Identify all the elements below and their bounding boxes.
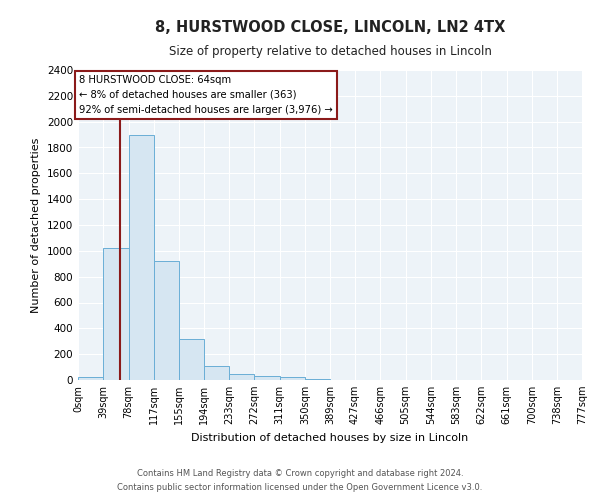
Text: 8 HURSTWOOD CLOSE: 64sqm
← 8% of detached houses are smaller (363)
92% of semi-d: 8 HURSTWOOD CLOSE: 64sqm ← 8% of detache…: [79, 75, 333, 115]
Bar: [280, 378, 305, 380]
Bar: [254, 376, 280, 380]
Y-axis label: Number of detached properties: Number of detached properties: [31, 138, 41, 312]
Bar: [78, 378, 103, 380]
Bar: [103, 248, 128, 380]
Text: Contains public sector information licensed under the Open Government Licence v3: Contains public sector information licen…: [118, 484, 482, 492]
Text: 8, HURSTWOOD CLOSE, LINCOLN, LN2 4TX: 8, HURSTWOOD CLOSE, LINCOLN, LN2 4TX: [155, 20, 505, 35]
Text: Contains HM Land Registry data © Crown copyright and database right 2024.: Contains HM Land Registry data © Crown c…: [137, 468, 463, 477]
Bar: [128, 134, 154, 380]
Bar: [154, 261, 179, 380]
X-axis label: Distribution of detached houses by size in Lincoln: Distribution of detached houses by size …: [191, 432, 469, 442]
Bar: [204, 366, 229, 380]
Text: Size of property relative to detached houses in Lincoln: Size of property relative to detached ho…: [169, 45, 491, 58]
Bar: [229, 374, 254, 380]
Bar: [179, 338, 204, 380]
